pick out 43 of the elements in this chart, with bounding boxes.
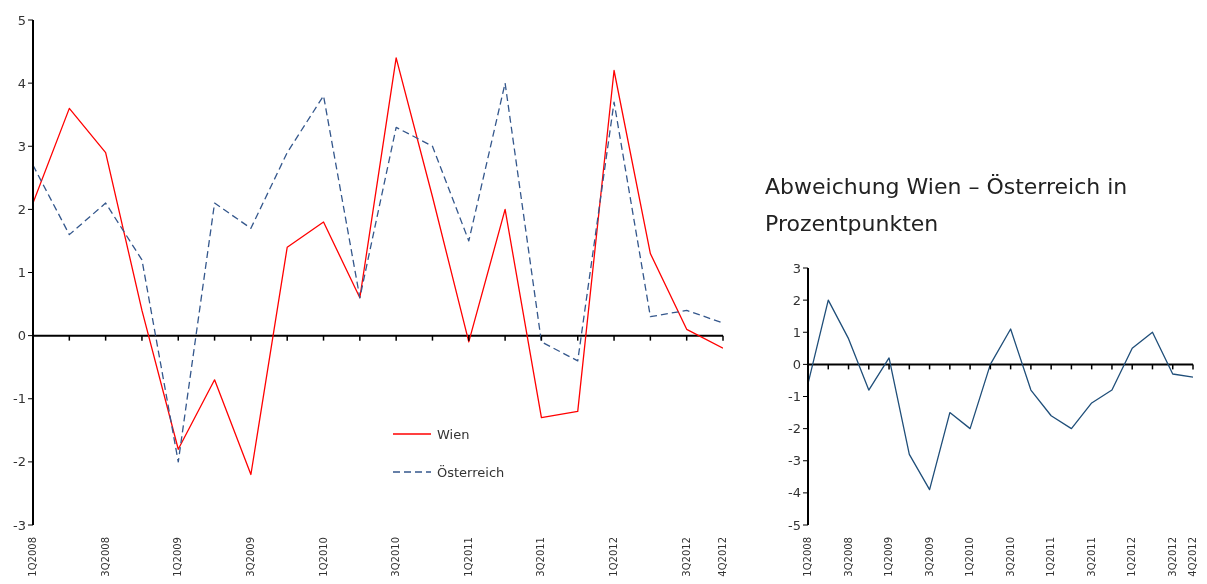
x-tick-label: 1Q2009 — [172, 537, 184, 577]
x-tick-label: 3Q2009 — [923, 537, 935, 577]
x-tick-label: 1Q2009 — [883, 537, 895, 577]
x-tick-label: 3Q2012 — [680, 537, 692, 577]
y-tick-label: 4 — [17, 75, 26, 91]
x-tick-label: 1Q2012 — [608, 537, 620, 577]
x-tick-label: 1Q2010 — [964, 537, 976, 577]
legend-label: Wien — [437, 426, 470, 442]
y-tick-label: -2 — [13, 454, 26, 470]
x-tick-label: 1Q2008 — [802, 537, 813, 577]
y-tick-label: -4 — [788, 485, 801, 501]
y-tick-label: -2 — [788, 421, 801, 437]
y-tick-label: 0 — [17, 328, 26, 344]
y-tick-label: 5 — [17, 12, 26, 28]
x-tick-label: 3Q2008 — [842, 537, 854, 577]
x-tick-label: 3Q2011 — [535, 537, 547, 577]
y-tick-label: -5 — [788, 517, 801, 533]
x-tick-label: 1Q2011 — [1045, 537, 1057, 577]
x-tick-label: 4Q2012 — [1187, 537, 1198, 577]
y-tick-label: -3 — [788, 453, 801, 469]
y-tick-label: 3 — [17, 138, 26, 154]
y-tick-label: 2 — [792, 292, 801, 308]
x-tick-label: 3Q2010 — [390, 537, 402, 577]
y-tick-label: -3 — [13, 517, 26, 533]
y-tick-label: 0 — [792, 356, 801, 372]
x-tick-label: 1Q2012 — [1126, 537, 1138, 577]
x-tick-label: 1Q2008 — [27, 537, 38, 577]
x-tick-label: 1Q2011 — [462, 537, 474, 577]
y-tick-label: 1 — [792, 324, 801, 340]
y-tick-label: 2 — [17, 201, 26, 217]
x-tick-label: 4Q2012 — [717, 537, 728, 577]
y-tick-label: 3 — [792, 260, 801, 276]
x-tick-label: 3Q2011 — [1085, 537, 1097, 577]
x-tick-label: 1Q2010 — [317, 537, 329, 577]
x-tick-label: 3Q2009 — [244, 537, 256, 577]
legend-label: Österreich — [437, 464, 505, 480]
y-tick-label: -1 — [13, 391, 26, 407]
chart-title: Abweichung Wien – Österreich in Prozentpunkten — [765, 173, 1129, 238]
x-tick-label: 3Q2012 — [1166, 537, 1178, 577]
y-tick-label: -1 — [788, 389, 801, 405]
y-tick-label: 1 — [17, 265, 26, 281]
x-tick-label: 3Q2010 — [1004, 537, 1016, 577]
x-tick-label: 3Q2008 — [99, 537, 111, 577]
